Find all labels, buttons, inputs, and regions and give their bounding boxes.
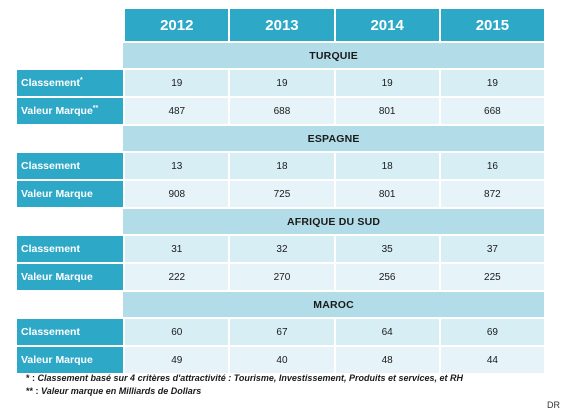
row-label: Classement	[17, 234, 124, 262]
empty-cell	[17, 207, 124, 234]
footnote-mark: ** :	[26, 386, 39, 396]
brand-ranking-table: 2012 2013 2014 2015 TURQUIE Classement* 19…	[17, 9, 544, 373]
year-header: 2013	[228, 9, 334, 41]
row-label-mark: **	[92, 105, 99, 112]
table-cell: 668	[438, 96, 544, 124]
table-cell: 40	[228, 345, 334, 373]
row-label-text: Valeur Marque	[21, 188, 93, 200]
table-cell: 872	[438, 179, 544, 207]
table-cell: 60	[123, 317, 229, 345]
footnote-value: ** : Valeur marque en Milliards de Dolla…	[26, 385, 463, 398]
table-cell: 256	[333, 262, 439, 290]
empty-cell	[17, 290, 124, 317]
table-cell: 69	[438, 317, 544, 345]
table-cell: 487	[123, 96, 229, 124]
table-cell: 801	[333, 96, 439, 124]
row-label-text: Classement	[21, 326, 80, 338]
row-label-text: Valeur Marque	[21, 354, 93, 366]
table-row: Classement 13 18 18 16	[17, 151, 544, 179]
corner-cell	[17, 9, 124, 41]
table-cell: 13	[123, 151, 229, 179]
empty-cell	[17, 124, 124, 151]
table-cell: 270	[228, 262, 334, 290]
table-cell: 19	[438, 68, 544, 96]
photo-credit: DR	[547, 400, 560, 410]
year-header: 2012	[123, 9, 229, 41]
row-label-text: Classement	[21, 243, 80, 255]
table-cell: 67	[228, 317, 334, 345]
country-name: TURQUIE	[123, 41, 544, 68]
footnote-mark: * :	[26, 373, 35, 383]
table-row: Valeur Marque 49 40 48 44	[17, 345, 544, 373]
row-label-mark: *	[79, 77, 83, 84]
country-name: MAROC	[123, 290, 544, 317]
row-label: Valeur Marque**	[17, 96, 124, 124]
country-band-row: MAROC	[17, 290, 544, 317]
table-cell: 31	[123, 234, 229, 262]
table-cell: 725	[228, 179, 334, 207]
row-label-text: Valeur Marque	[21, 105, 93, 117]
table-cell: 35	[333, 234, 439, 262]
table-row: Classement 60 67 64 69	[17, 317, 544, 345]
table-cell: 18	[333, 151, 439, 179]
country-band-row: TURQUIE	[17, 41, 544, 68]
table-cell: 16	[438, 151, 544, 179]
table-cell: 908	[123, 179, 229, 207]
table-body: TURQUIE Classement* 19 19 19 19 Valeur Marque*…	[17, 41, 544, 373]
footnotes: * : Classement basé sur 4 critères d'att…	[26, 372, 463, 398]
table-cell: 37	[438, 234, 544, 262]
table-cell: 801	[333, 179, 439, 207]
table-cell: 32	[228, 234, 334, 262]
year-header-row: 2012 2013 2014 2015	[17, 9, 544, 41]
footnote-ranking: * : Classement basé sur 4 critères d'att…	[26, 372, 463, 385]
table-row: Valeur Marque 908 725 801 872	[17, 179, 544, 207]
table-cell: 688	[228, 96, 334, 124]
table-row: Classement 31 32 35 37	[17, 234, 544, 262]
table-cell: 19	[228, 68, 334, 96]
table-row: Valeur Marque 222 270 256 225	[17, 262, 544, 290]
country-band-row: AFRIQUE DU SUD	[17, 207, 544, 234]
table-cell: 44	[438, 345, 544, 373]
year-header: 2014	[333, 9, 439, 41]
year-header: 2015	[438, 9, 544, 41]
table-cell: 18	[228, 151, 334, 179]
row-label: Valeur Marque	[17, 262, 124, 290]
footnote-text: Valeur marque en Milliards de Dollars	[41, 386, 202, 396]
row-label: Classement	[17, 151, 124, 179]
row-label: Classement	[17, 317, 124, 345]
table-row: Classement* 19 19 19 19	[17, 68, 544, 96]
row-label-text: Classement	[21, 160, 80, 172]
empty-cell	[17, 41, 124, 68]
row-label-text: Valeur Marque	[21, 271, 93, 283]
table-cell: 49	[123, 345, 229, 373]
row-label: Classement*	[17, 68, 124, 96]
table-cell: 222	[123, 262, 229, 290]
country-band-row: ESPAGNE	[17, 124, 544, 151]
table-cell: 48	[333, 345, 439, 373]
table-cell: 225	[438, 262, 544, 290]
table-cell: 19	[333, 68, 439, 96]
row-label: Valeur Marque	[17, 345, 124, 373]
country-name: ESPAGNE	[123, 124, 544, 151]
footnote-text: Classement basé sur 4 critères d'attract…	[37, 373, 463, 383]
table-cell: 64	[333, 317, 439, 345]
table-row: Valeur Marque** 487 688 801 668	[17, 96, 544, 124]
country-name: AFRIQUE DU SUD	[123, 207, 544, 234]
row-label: Valeur Marque	[17, 179, 124, 207]
table-cell: 19	[123, 68, 229, 96]
row-label-text: Classement	[21, 77, 80, 89]
